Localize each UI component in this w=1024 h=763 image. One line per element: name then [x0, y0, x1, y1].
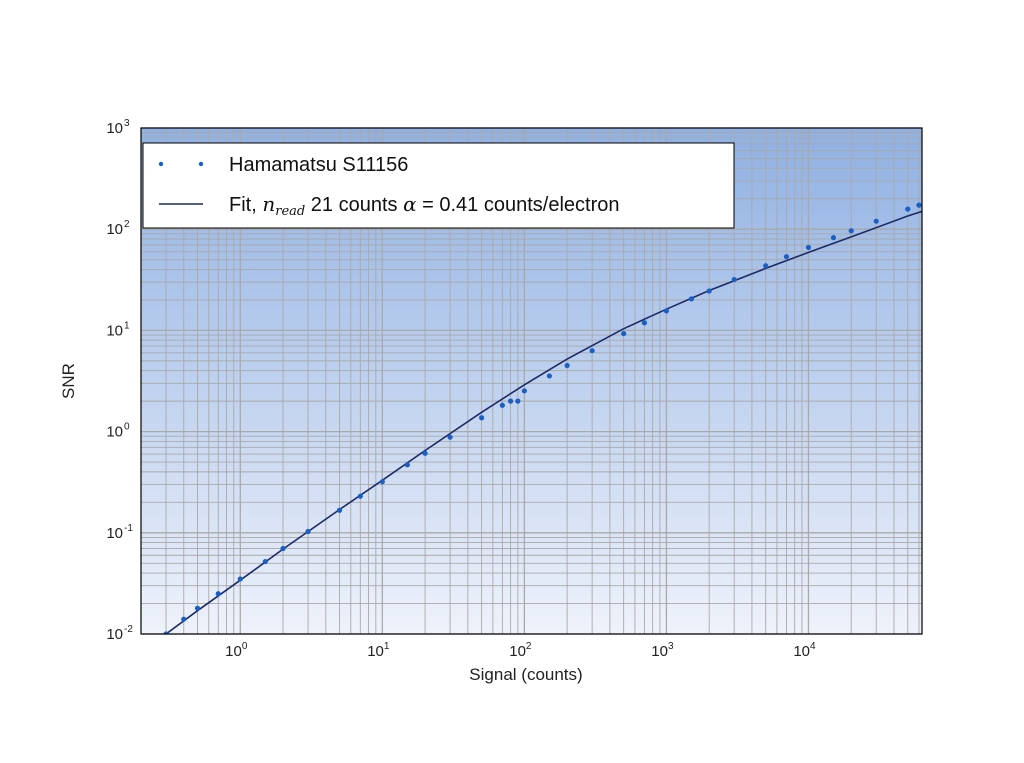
- legend-marker-dot: [158, 161, 164, 167]
- x-tick-label: 103: [651, 641, 674, 660]
- plot-area: [163, 202, 922, 634]
- y-tick-exponent: -1: [124, 523, 133, 534]
- y-tick-exponent: 0: [124, 422, 130, 433]
- data-point: [181, 616, 187, 622]
- fit-line: [165, 210, 922, 634]
- data-point: [305, 528, 311, 535]
- x-tick-label: 100: [225, 641, 248, 660]
- data-point: [641, 320, 648, 326]
- data-point: [422, 450, 428, 456]
- data-point: [905, 206, 911, 212]
- data-point: [621, 330, 627, 337]
- data-point: [564, 362, 570, 369]
- data-point: [499, 402, 505, 408]
- data-point: [163, 631, 169, 634]
- y-tick-exponent: 3: [124, 118, 130, 129]
- plot-frame: [140, 127, 923, 635]
- x-tick-label: 102: [509, 641, 532, 660]
- data-point: [237, 576, 243, 582]
- data-point: [379, 479, 385, 485]
- data-point: [783, 254, 790, 260]
- data-point: [336, 507, 343, 513]
- data-point: [663, 308, 670, 314]
- data-point: [447, 434, 453, 440]
- data-point: [688, 296, 695, 302]
- data-point: [194, 605, 201, 611]
- data-point: [830, 235, 837, 241]
- data-point: [731, 276, 737, 283]
- y-tick-exponent: 2: [124, 219, 130, 230]
- data-point: [215, 591, 221, 597]
- x-axis-ticks: 100 101 102 103 104: [225, 641, 816, 660]
- y-tick-label: 10: [106, 221, 123, 238]
- legend-marker-dot: [198, 161, 204, 167]
- legend: Hamamatsu S11156 Fit, nread 21 counts α …: [142, 142, 735, 229]
- data-point: [357, 493, 363, 499]
- data-point: [916, 202, 922, 208]
- data-point: [515, 398, 521, 404]
- data-point: [521, 388, 527, 394]
- y-tick-label: 10: [106, 424, 123, 441]
- data-point: [873, 218, 879, 224]
- y-tick-label: 10: [106, 626, 123, 643]
- data-point: [589, 348, 595, 354]
- data-point: [404, 462, 410, 468]
- data-point: [262, 558, 268, 565]
- y-tick-label: 10: [106, 525, 123, 542]
- x-axis-label: Signal (counts): [469, 665, 582, 684]
- x-tick-label: 104: [793, 641, 816, 660]
- legend-box: [142, 142, 735, 229]
- data-point: [805, 244, 812, 251]
- data-point: [508, 398, 514, 404]
- data-point: [706, 288, 712, 294]
- y-tick-label: 10: [106, 120, 123, 137]
- data-point: [763, 263, 769, 269]
- legend-label-data: Hamamatsu S11156: [229, 154, 408, 176]
- y-tick-exponent: 1: [124, 320, 130, 331]
- legend-label-fit: Fit, nread 21 counts α = 0.41 counts/ele…: [229, 192, 620, 219]
- data-point: [280, 545, 286, 552]
- y-axis-label: SNR: [59, 363, 78, 399]
- y-tick-exponent: -2: [124, 624, 133, 635]
- y-tick-label: 10: [106, 322, 123, 339]
- x-tick-label: 101: [367, 641, 390, 660]
- data-point: [546, 373, 552, 379]
- data-point: [848, 228, 854, 234]
- data-point: [479, 415, 485, 421]
